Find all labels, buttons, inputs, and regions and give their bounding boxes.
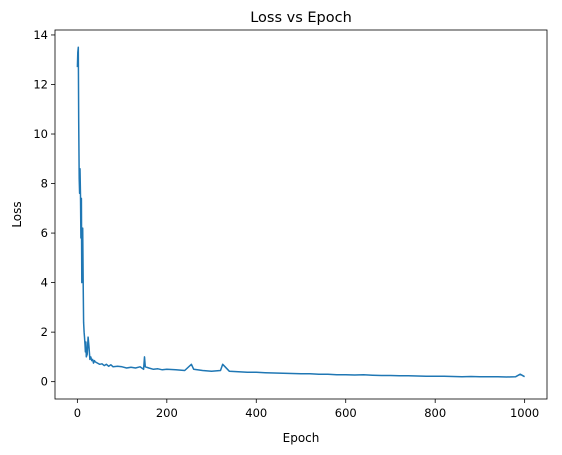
series-line-0 (76, 46, 525, 378)
y-tick-label: 2 (41, 325, 48, 339)
y-tick-label: 0 (41, 375, 48, 389)
x-tick-label: 1000 (510, 406, 539, 420)
x-axis-ticks: 0 200 400 600 800 1000 (74, 399, 539, 420)
y-axis-ticks: 0 2 4 6 8 10 12 14 (33, 28, 55, 389)
plot-area (54, 29, 548, 400)
x-tick-label: 0 (74, 406, 81, 420)
x-tick-label: 800 (424, 406, 446, 420)
x-tick-label: 200 (156, 406, 178, 420)
y-tick-label: 6 (41, 226, 48, 240)
x-axis-label: Epoch (283, 431, 320, 445)
x-tick-label: 400 (245, 406, 267, 420)
plot-frame (54, 29, 548, 400)
y-tick-label: 12 (33, 77, 48, 91)
y-tick-label: 10 (33, 127, 48, 141)
y-axis-label: Loss (10, 201, 24, 227)
y-tick-label: 8 (41, 177, 48, 191)
chart-title: Loss vs Epoch (250, 10, 352, 26)
y-tick-label: 14 (33, 28, 48, 42)
x-tick-label: 600 (335, 406, 357, 420)
y-tick-label: 4 (41, 276, 48, 290)
